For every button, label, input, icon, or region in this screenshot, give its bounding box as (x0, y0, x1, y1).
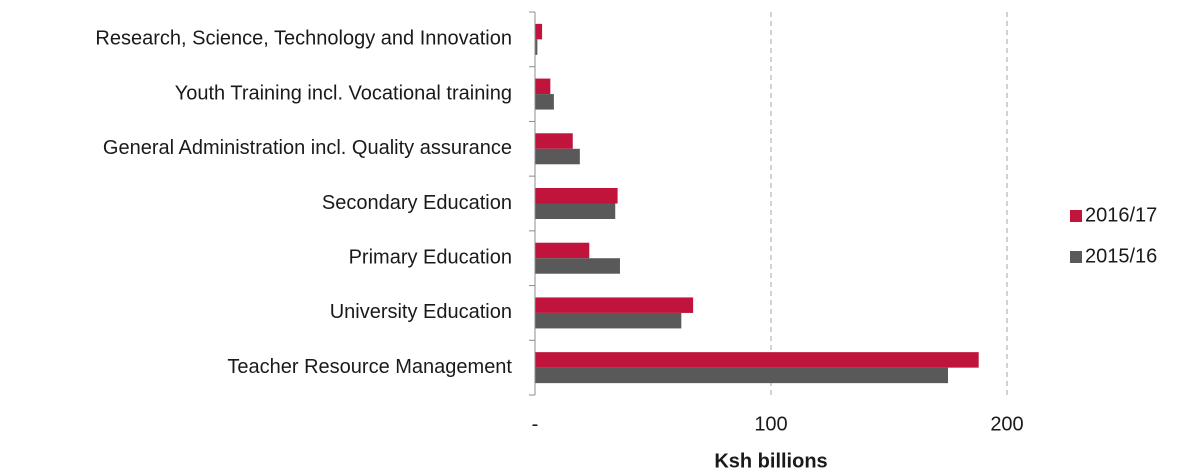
legend-swatch (1070, 251, 1082, 263)
x-axis-title: Ksh billions (714, 450, 827, 472)
bar (535, 188, 618, 204)
y-tick-label: Youth Training incl. Vocational training (175, 82, 512, 104)
y-tick-label: Teacher Resource Management (227, 356, 512, 378)
bar (535, 23, 543, 40)
x-tick-label: 200 (990, 413, 1023, 435)
y-tick-label: University Education (330, 301, 512, 323)
bar (535, 78, 551, 95)
bar (535, 258, 620, 274)
x-tick-label: 100 (754, 413, 787, 435)
bar (535, 203, 616, 219)
y-tick-label: General Administration incl. Quality ass… (103, 137, 512, 159)
x-tick-label: - (532, 413, 539, 435)
bar (535, 94, 554, 110)
legend-label: 2015/16 (1085, 245, 1157, 267)
y-tick-label: Research, Science, Technology and Innova… (95, 28, 512, 50)
legend-label: 2016/17 (1085, 204, 1157, 226)
bar (535, 312, 682, 329)
bar (535, 367, 948, 384)
bar (535, 133, 573, 149)
bar (535, 297, 694, 313)
y-tick-label: Secondary Education (322, 192, 512, 214)
bar (535, 148, 580, 165)
legend-swatch (1070, 210, 1082, 222)
y-tick-label: Primary Education (349, 246, 512, 268)
bar (535, 352, 979, 368)
bar (535, 242, 590, 259)
bar (535, 39, 538, 55)
